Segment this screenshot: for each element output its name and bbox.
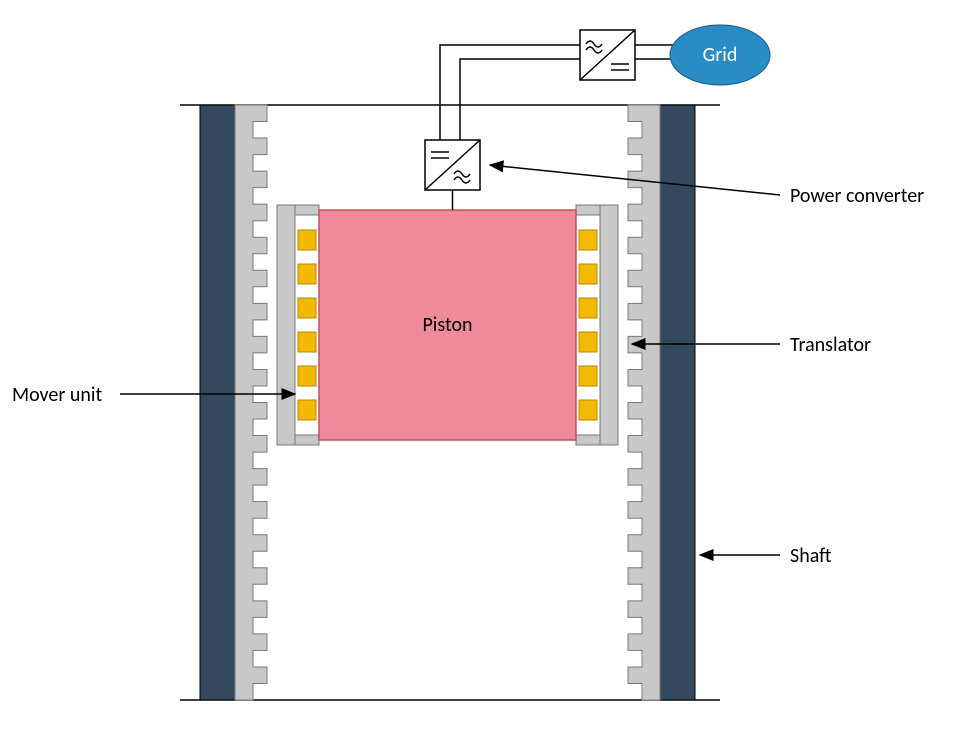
mover-left-frame	[277, 205, 295, 445]
mover-right-coil	[579, 298, 597, 318]
label-translator: Translator	[790, 333, 871, 357]
mover-left-coil	[298, 298, 316, 318]
mover-right-coil	[579, 332, 597, 352]
label-mover_unit: Mover unit	[12, 383, 102, 407]
mover-left-coil	[298, 366, 316, 386]
shaft-right	[660, 105, 695, 700]
label-shaft: Shaft	[790, 544, 831, 568]
mover-right-cap-bot	[576, 435, 600, 445]
mover-right-coil	[579, 400, 597, 420]
mover-left-cap-top	[295, 205, 319, 215]
mover-left-coil	[298, 230, 316, 250]
translator-left	[235, 105, 267, 700]
mover-right-cap-top	[576, 205, 600, 215]
mover-left-coil	[298, 264, 316, 284]
shaft-left	[200, 105, 235, 700]
grid-label: Grid	[703, 43, 738, 67]
label-power_converter: Power converter	[790, 184, 924, 208]
mover-right-coil	[579, 366, 597, 386]
mover-right-coil	[579, 264, 597, 284]
piston-label: Piston	[422, 313, 472, 337]
mover-left-cap-bot	[295, 435, 319, 445]
mover-right-coil	[579, 230, 597, 250]
translator-right	[628, 105, 660, 700]
wire-c1c2-b	[460, 59, 580, 140]
mover-left-coil	[298, 332, 316, 352]
mover-left-coil	[298, 400, 316, 420]
mover-right-frame	[600, 205, 618, 445]
arrow-power_converter	[490, 165, 780, 195]
diagram-canvas: Piston Grid Power converter Translator Shaft…	[0, 0, 965, 739]
